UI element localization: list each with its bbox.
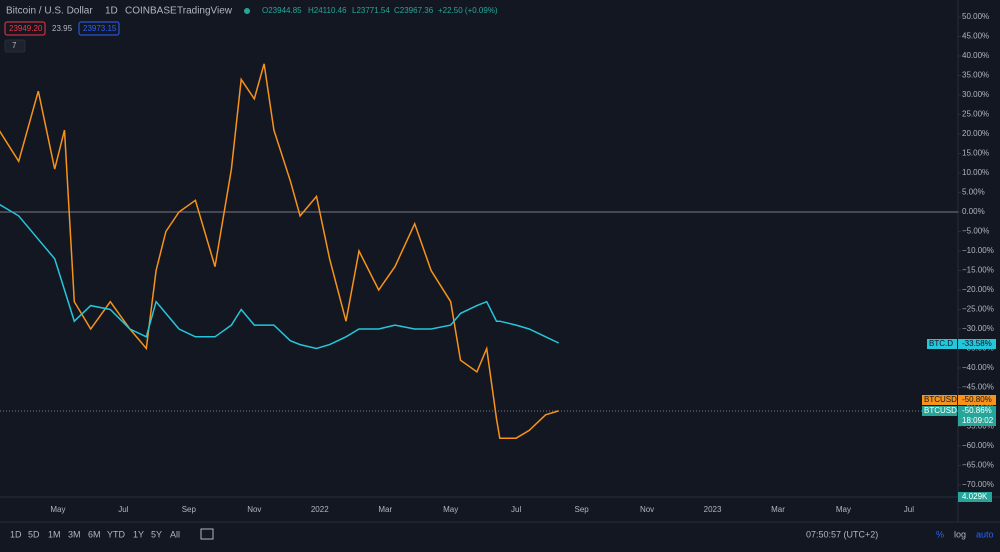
percent-toggle[interactable]: % (936, 529, 944, 539)
date-range-icon[interactable] (200, 528, 214, 540)
y-tick-label: −45.00% (962, 383, 994, 392)
y-tick-label: −55.00% (962, 422, 994, 431)
x-tick-label: 2022 (311, 505, 329, 514)
label-bg (927, 339, 957, 349)
y-tick-label: 45.00% (962, 32, 989, 41)
y-tick-label: −5.00% (962, 227, 989, 236)
exchange: COINBASE (125, 6, 177, 17)
clock: 07:50:57 (UTC+2) (806, 529, 878, 539)
range-button[interactable]: 6M (88, 529, 101, 539)
range-button[interactable]: All (170, 529, 180, 539)
range-button[interactable]: YTD (107, 529, 126, 539)
y-tick-label: 40.00% (962, 51, 989, 60)
indicator-count: 7 (12, 41, 17, 50)
y-tick-label: −60.00% (962, 441, 994, 450)
series-tag: BTCUSD (924, 395, 957, 404)
ask: 23973.15 (83, 24, 117, 33)
label-bg (958, 406, 996, 426)
x-tick-label: Jul (511, 505, 521, 514)
range-button[interactable]: 3M (68, 529, 81, 539)
log-toggle[interactable]: log (954, 529, 966, 539)
symbol: Bitcoin / U.S. Dollar (6, 6, 93, 17)
x-tick-label: May (836, 505, 851, 514)
series-value: -50.86% (962, 406, 992, 415)
y-tick-label: −30.00% (962, 324, 994, 333)
x-tick-label: Mar (378, 505, 392, 514)
label-bg (922, 395, 957, 405)
y-tick-label: 25.00% (962, 110, 989, 119)
label-bg (922, 406, 957, 416)
series-tag: BTC.D (929, 339, 953, 348)
spread: 23.95 (52, 24, 73, 33)
series-line (0, 203, 560, 350)
x-tick-label: Sep (182, 505, 197, 514)
auto-toggle[interactable]: auto (976, 529, 994, 539)
y-tick-label: 5.00% (962, 188, 985, 197)
range-button[interactable]: 1M (48, 529, 61, 539)
series-value: -33.58% (962, 339, 992, 348)
y-tick-label: −15.00% (962, 266, 994, 275)
high: H24110.46 (308, 6, 347, 15)
series-value: -50.80% (962, 395, 992, 404)
y-tick-label: −70.00% (962, 480, 994, 489)
y-tick-label: 35.00% (962, 71, 989, 80)
range-button[interactable]: 5D (28, 529, 40, 539)
range-button[interactable]: 1Y (133, 529, 144, 539)
range-button[interactable]: 5Y (151, 529, 162, 539)
status-dot (244, 8, 250, 14)
open: O23944.85 (262, 6, 302, 15)
label-bg (958, 339, 996, 349)
bid-box[interactable] (4, 21, 46, 36)
y-tick-label: 20.00% (962, 129, 989, 138)
x-tick-label: Sep (574, 505, 589, 514)
series-tag: BTCUSD (924, 406, 957, 415)
interval: 1D (105, 6, 118, 17)
x-tick-label: May (443, 505, 458, 514)
y-tick-label: 10.00% (962, 168, 989, 177)
x-tick-label: Nov (640, 505, 654, 514)
y-tick-label: −10.00% (962, 246, 994, 255)
y-tick-label: −20.00% (962, 285, 994, 294)
x-tick-label: Mar (771, 505, 785, 514)
x-tick-label: Nov (247, 505, 261, 514)
volume-value: 4.029K (962, 492, 988, 501)
x-tick-label: 2023 (704, 505, 722, 514)
close: C23967.36 (394, 6, 434, 15)
change: +22.50 (+0.09%) (438, 6, 498, 15)
y-tick-label: 0.00% (962, 207, 985, 216)
ask-box[interactable] (78, 21, 120, 36)
bid: 23949.20 (9, 24, 43, 33)
y-tick-label: 50.00% (962, 12, 989, 21)
indicator-toggle[interactable] (4, 39, 26, 53)
y-tick-label: 30.00% (962, 90, 989, 99)
series-line (0, 63, 559, 439)
label-bg (958, 492, 992, 502)
x-tick-label: Jul (118, 505, 128, 514)
y-tick-label: −40.00% (962, 363, 994, 372)
x-tick-label: Jul (904, 505, 914, 514)
y-tick-label: −25.00% (962, 305, 994, 314)
label-bg (958, 395, 996, 405)
source: TradingView (177, 6, 233, 17)
x-tick-label: May (50, 505, 65, 514)
countdown: 18:09:02 (962, 416, 994, 425)
y-tick-label: 15.00% (962, 149, 989, 158)
y-tick-label: −65.00% (962, 461, 994, 470)
range-button[interactable]: 1D (10, 529, 22, 539)
low: L23771.54 (352, 6, 390, 15)
